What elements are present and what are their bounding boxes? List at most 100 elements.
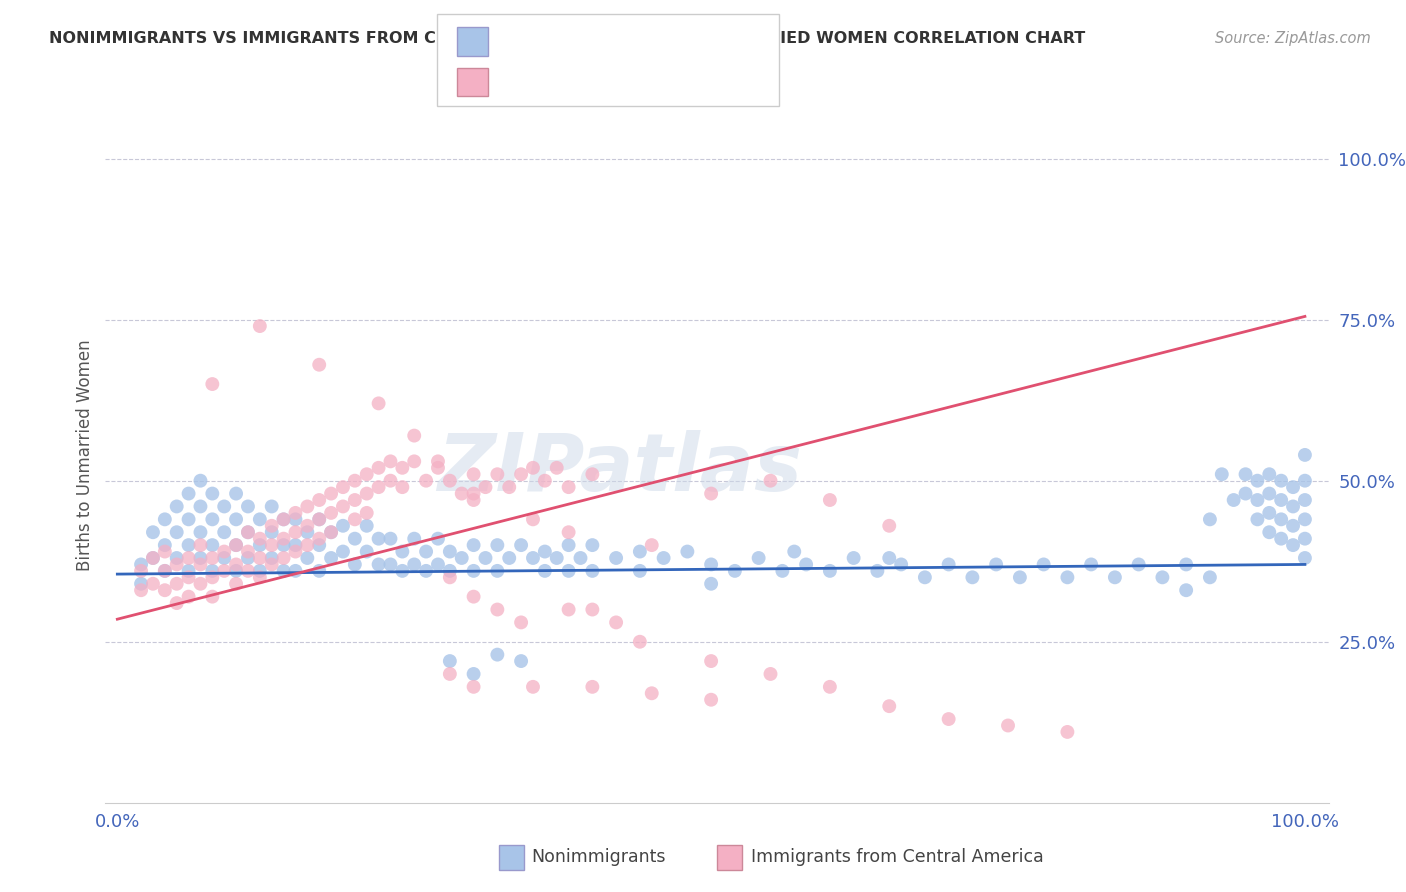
- Point: [153, 564, 176, 578]
- Point: [308, 512, 330, 526]
- Point: [581, 538, 603, 552]
- Point: [380, 454, 402, 468]
- Point: [319, 506, 342, 520]
- Point: [415, 544, 437, 558]
- Point: [439, 564, 461, 578]
- Point: [356, 544, 378, 558]
- Point: [770, 564, 793, 578]
- Point: [177, 570, 200, 584]
- Point: [1128, 558, 1150, 572]
- Point: [212, 525, 235, 540]
- Point: [439, 474, 461, 488]
- Point: [1258, 506, 1281, 520]
- Point: [284, 506, 307, 520]
- Point: [273, 551, 295, 566]
- Point: [463, 493, 485, 508]
- Point: [783, 544, 806, 558]
- Point: [380, 474, 402, 488]
- Point: [439, 544, 461, 558]
- Point: [273, 512, 295, 526]
- Point: [474, 551, 496, 566]
- Point: [177, 564, 200, 578]
- Point: [1234, 486, 1257, 500]
- Point: [391, 564, 413, 578]
- Point: [332, 480, 354, 494]
- Point: [319, 486, 342, 500]
- Point: [463, 667, 485, 681]
- Point: [249, 532, 271, 546]
- Point: [439, 570, 461, 584]
- Point: [1258, 525, 1281, 540]
- Point: [759, 667, 782, 681]
- Point: [1234, 467, 1257, 482]
- Point: [249, 512, 271, 526]
- Point: [641, 538, 664, 552]
- Point: [225, 558, 247, 572]
- Point: [1246, 474, 1268, 488]
- Point: [190, 558, 212, 572]
- Text: R =: R =: [499, 32, 537, 50]
- Point: [676, 544, 699, 558]
- Point: [201, 538, 224, 552]
- Point: [427, 454, 450, 468]
- Point: [212, 544, 235, 558]
- Point: [534, 564, 557, 578]
- Point: [522, 460, 544, 475]
- Text: ZIPatlas: ZIPatlas: [437, 430, 801, 508]
- Point: [581, 467, 603, 482]
- Point: [356, 467, 378, 482]
- Point: [249, 319, 271, 334]
- Point: [260, 525, 283, 540]
- Point: [486, 602, 509, 616]
- Point: [225, 512, 247, 526]
- Point: [297, 551, 319, 566]
- Point: [1175, 583, 1198, 598]
- Point: [486, 564, 509, 578]
- Point: [1270, 532, 1292, 546]
- Point: [236, 525, 259, 540]
- Point: [190, 551, 212, 566]
- Point: [260, 500, 283, 514]
- Point: [153, 544, 176, 558]
- Point: [877, 551, 900, 566]
- Point: [129, 558, 152, 572]
- Point: [273, 538, 295, 552]
- Point: [332, 518, 354, 533]
- Point: [177, 486, 200, 500]
- Point: [212, 551, 235, 566]
- Point: [236, 544, 259, 558]
- Point: [510, 654, 533, 668]
- Point: [842, 551, 865, 566]
- Point: [273, 564, 295, 578]
- Point: [201, 551, 224, 566]
- Point: [1104, 570, 1126, 584]
- Point: [474, 480, 496, 494]
- Point: [225, 486, 247, 500]
- Text: -0.029: -0.029: [538, 32, 600, 50]
- Point: [308, 538, 330, 552]
- Point: [367, 480, 389, 494]
- Text: Source: ZipAtlas.com: Source: ZipAtlas.com: [1215, 31, 1371, 46]
- Point: [129, 583, 152, 598]
- Text: 143: 143: [637, 32, 673, 50]
- Text: N =: N =: [598, 32, 637, 50]
- Point: [404, 454, 426, 468]
- Point: [190, 474, 212, 488]
- Point: [332, 544, 354, 558]
- Point: [1258, 467, 1281, 482]
- Point: [166, 596, 188, 610]
- Point: [581, 564, 603, 578]
- Point: [260, 551, 283, 566]
- Point: [1282, 518, 1305, 533]
- Point: [201, 486, 224, 500]
- Point: [1282, 480, 1305, 494]
- Text: NONIMMIGRANTS VS IMMIGRANTS FROM CENTRAL AMERICA BIRTHS TO UNMARRIED WOMEN CORRE: NONIMMIGRANTS VS IMMIGRANTS FROM CENTRAL…: [49, 31, 1085, 46]
- Point: [404, 532, 426, 546]
- Text: Nonimmigrants: Nonimmigrants: [531, 848, 666, 866]
- Point: [225, 564, 247, 578]
- Text: 108: 108: [637, 73, 673, 91]
- Point: [700, 558, 723, 572]
- Point: [190, 538, 212, 552]
- Point: [1080, 558, 1102, 572]
- Point: [356, 486, 378, 500]
